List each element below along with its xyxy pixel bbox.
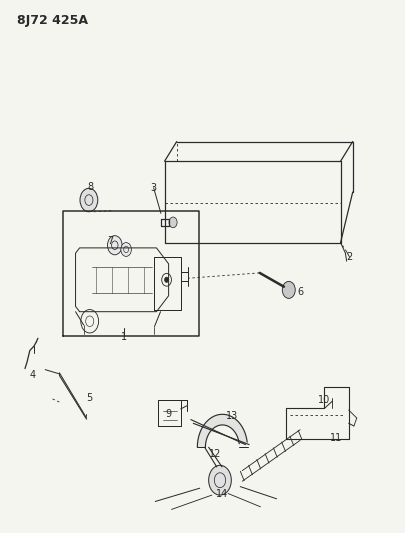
Text: 8: 8 (87, 182, 93, 192)
Text: 11: 11 (329, 433, 341, 443)
Text: 2: 2 (345, 252, 352, 262)
Polygon shape (197, 414, 247, 447)
Text: 1: 1 (121, 332, 127, 342)
Circle shape (164, 277, 168, 282)
Text: 14: 14 (216, 489, 228, 499)
Circle shape (121, 243, 131, 256)
Text: 9: 9 (165, 409, 171, 419)
Text: 13: 13 (226, 411, 238, 422)
Text: 3: 3 (150, 183, 156, 193)
Text: 4: 4 (30, 370, 36, 381)
Circle shape (208, 465, 231, 495)
Circle shape (107, 236, 122, 255)
Circle shape (281, 281, 294, 298)
Text: 7: 7 (107, 236, 113, 246)
Circle shape (80, 188, 98, 212)
Text: 6: 6 (296, 287, 303, 297)
Text: 8J72 425A: 8J72 425A (17, 14, 87, 27)
Text: 12: 12 (209, 449, 221, 458)
Text: 5: 5 (86, 393, 93, 403)
Circle shape (168, 217, 177, 228)
Text: 10: 10 (318, 395, 330, 406)
